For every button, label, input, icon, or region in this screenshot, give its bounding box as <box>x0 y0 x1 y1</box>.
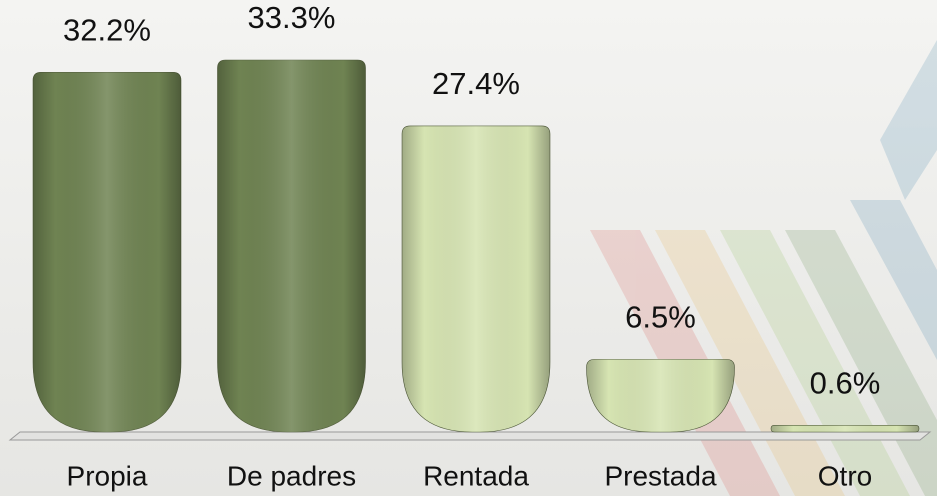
bar-group <box>586 359 735 433</box>
x-tick-label: Otro <box>818 460 872 491</box>
floor <box>8 431 932 441</box>
bar-group <box>770 424 920 433</box>
x-tick-label: Prestada <box>604 460 716 491</box>
bar-shading <box>771 425 919 432</box>
x-tick-label: Rentada <box>423 460 529 491</box>
value-label: 6.5% <box>625 300 696 335</box>
bar-shading <box>402 125 550 432</box>
value-label: 33.3% <box>248 0 336 35</box>
value-label: 32.2% <box>63 12 151 47</box>
bar-shading <box>33 72 181 432</box>
value-label: 0.6% <box>810 365 881 400</box>
bar-group <box>32 71 182 433</box>
value-label: 27.4% <box>432 66 520 101</box>
bar-group <box>217 59 366 433</box>
x-tick-label: De padres <box>227 460 356 491</box>
plot-area: 32.2% Propia 33.3% De padres 27.4% Rentada 6.5… <box>32 0 920 491</box>
x-tick-label: Propia <box>67 460 148 491</box>
bar-group <box>401 125 551 433</box>
bar-shading <box>586 359 735 432</box>
bar-shading <box>217 60 366 432</box>
